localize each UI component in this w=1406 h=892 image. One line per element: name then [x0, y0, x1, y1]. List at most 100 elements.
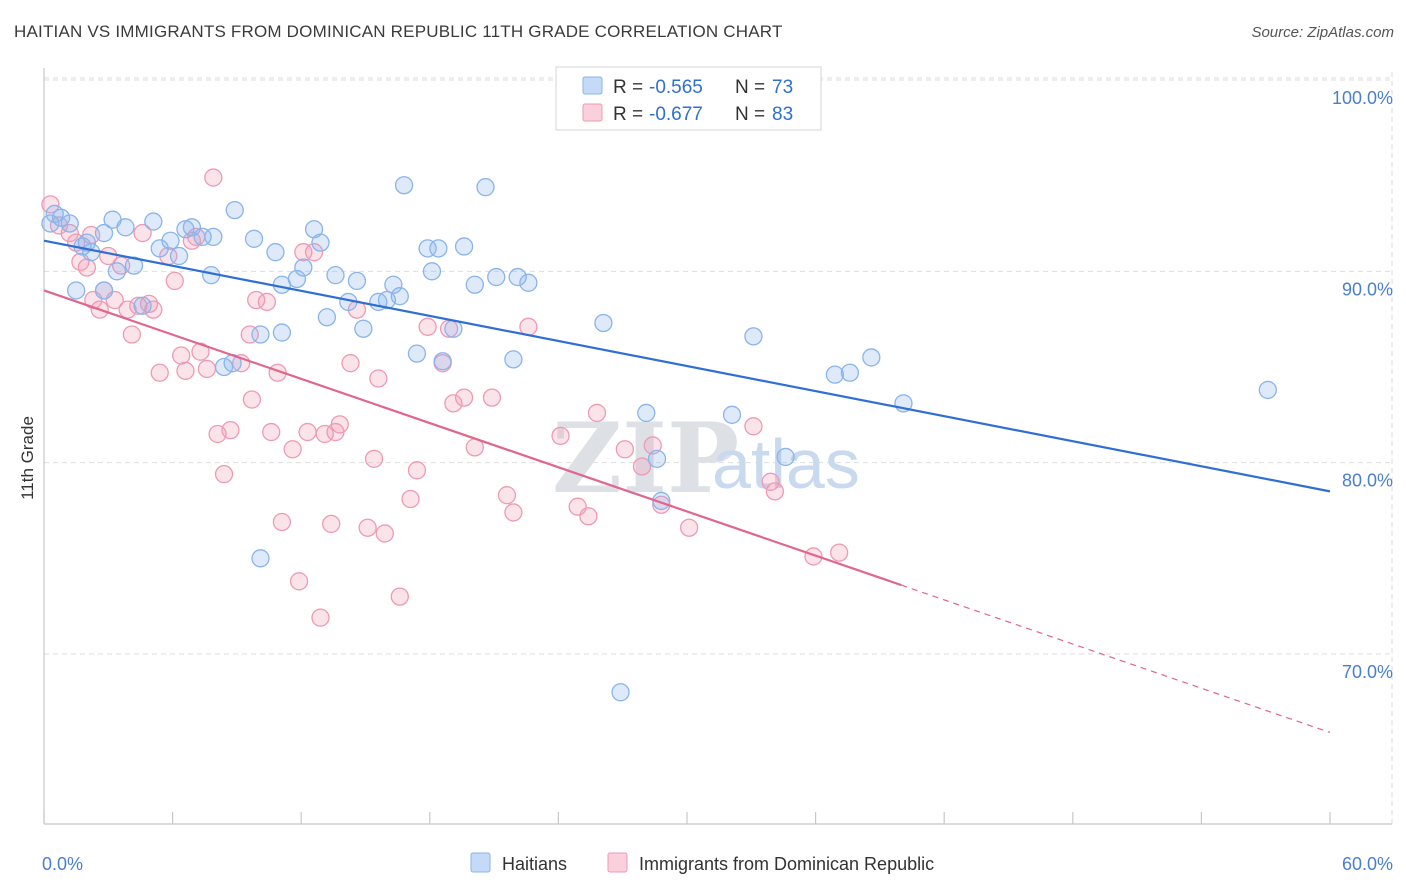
- legend-top: R = -0.565 N = 73 R = -0.677 N = 83: [555, 66, 822, 131]
- dominican-trend-extension: [901, 584, 1331, 734]
- haitian-point: [311, 233, 330, 252]
- dominican-trend-line: [43, 289, 902, 587]
- dominican-point: [587, 403, 607, 423]
- dominican-point: [341, 354, 360, 373]
- haitian-point: [637, 403, 656, 423]
- haitian-point: [251, 325, 270, 344]
- dominican-point: [311, 608, 330, 627]
- dominican-point: [197, 359, 217, 379]
- dominican-point: [679, 518, 699, 537]
- haitian-point: [60, 214, 79, 233]
- haitian-point: [476, 177, 495, 197]
- dominican-point: [242, 390, 262, 409]
- dominican-point: [330, 415, 349, 434]
- haitian-point: [418, 239, 437, 258]
- haitian-point: [465, 275, 484, 294]
- x-tick-label-start: 0.0%: [42, 854, 83, 874]
- legend-swatch-dominican: [607, 852, 628, 873]
- legend-n-label: N =: [735, 104, 765, 125]
- haitian-point: [433, 352, 452, 371]
- haitian-point: [244, 229, 264, 248]
- y-axis-label: 11th Grade: [18, 416, 37, 500]
- haitian-point: [251, 549, 270, 568]
- haitian-point: [161, 231, 180, 250]
- haitian-point: [326, 266, 345, 285]
- haitian-point: [647, 449, 667, 468]
- dominican-point: [364, 449, 384, 468]
- legend-bottom: Haitians Immigrants from Dominican Repub…: [470, 852, 934, 874]
- dominican-point: [304, 243, 324, 262]
- legend-swatch-haitians: [582, 76, 603, 95]
- y-tick-label: 80.0%: [1342, 471, 1393, 491]
- haitian-point: [407, 344, 427, 363]
- haitian-point: [429, 239, 448, 258]
- dominican-point: [262, 422, 281, 442]
- haitian-point: [116, 218, 135, 237]
- dominican-point: [390, 587, 409, 606]
- haitian-point: [776, 447, 795, 467]
- haitian-point: [487, 267, 506, 287]
- axes: [43, 68, 1392, 825]
- haitian-point: [454, 237, 474, 256]
- haitian-point: [840, 363, 860, 382]
- dominican-point: [204, 168, 223, 187]
- dominican-point: [551, 426, 570, 446]
- legend-n-value: 73: [772, 77, 793, 98]
- legend-r-value: -0.677: [649, 104, 703, 125]
- dominican-point: [804, 547, 823, 566]
- haitian-point: [266, 243, 285, 262]
- haitian-point: [862, 348, 881, 367]
- dominican-point: [272, 512, 292, 532]
- dominican-point: [322, 514, 341, 534]
- dominican-point: [497, 486, 517, 505]
- dominican-point: [144, 300, 163, 319]
- dominican-point: [579, 507, 598, 526]
- watermark-atlas: atlas: [712, 425, 860, 503]
- dominican-point: [482, 388, 502, 407]
- dominican-point: [133, 223, 152, 243]
- haitian-point: [169, 246, 189, 266]
- chart-title: HAITIAN VS IMMIGRANTS FROM DOMINICAN REP…: [14, 22, 783, 41]
- dominican-point: [283, 440, 302, 459]
- dominican-point: [298, 422, 317, 442]
- x-tick-label-end: 60.0%: [1342, 854, 1393, 874]
- dominican-point: [165, 271, 184, 291]
- haitian-point: [94, 281, 114, 300]
- dominican-point: [369, 369, 388, 388]
- haitian-point: [294, 258, 313, 277]
- haitian-point: [390, 287, 409, 306]
- haitian-point: [193, 227, 212, 247]
- haitian-point: [384, 275, 403, 294]
- dominican-point: [454, 388, 474, 407]
- dominican-point: [358, 518, 377, 537]
- haitian-point: [317, 308, 337, 327]
- y-tick-label: 90.0%: [1342, 279, 1393, 299]
- dominican-point: [401, 489, 420, 509]
- haitian-point: [41, 214, 60, 233]
- haitian-point: [272, 323, 292, 342]
- dominican-point: [744, 417, 763, 436]
- dominican-point: [122, 325, 142, 344]
- dominican-point: [632, 457, 652, 476]
- dominican-point: [176, 361, 195, 380]
- dominican-point: [615, 440, 634, 459]
- y-tick-label: 70.0%: [1342, 662, 1393, 682]
- dominican-point: [294, 243, 313, 262]
- dominican-point: [289, 572, 309, 591]
- haitian-point: [77, 233, 97, 252]
- haitian-point: [722, 405, 742, 424]
- dominican-point: [77, 258, 97, 277]
- haitian-point: [94, 223, 114, 243]
- dominican-point: [375, 524, 394, 543]
- y-tick-label: 100.0%: [1332, 88, 1393, 108]
- haitian-trend-line: [43, 239, 1331, 493]
- legend-n-label: N =: [735, 77, 765, 98]
- y-tick-labels: 70.0% 80.0% 90.0% 100.0%: [1332, 88, 1393, 682]
- haitian-point: [144, 212, 163, 231]
- haitian-point: [825, 365, 845, 384]
- dominican-point: [761, 472, 780, 491]
- haitian-point: [519, 273, 538, 292]
- trend-lines: [43, 239, 1331, 734]
- haitian-point: [508, 267, 527, 287]
